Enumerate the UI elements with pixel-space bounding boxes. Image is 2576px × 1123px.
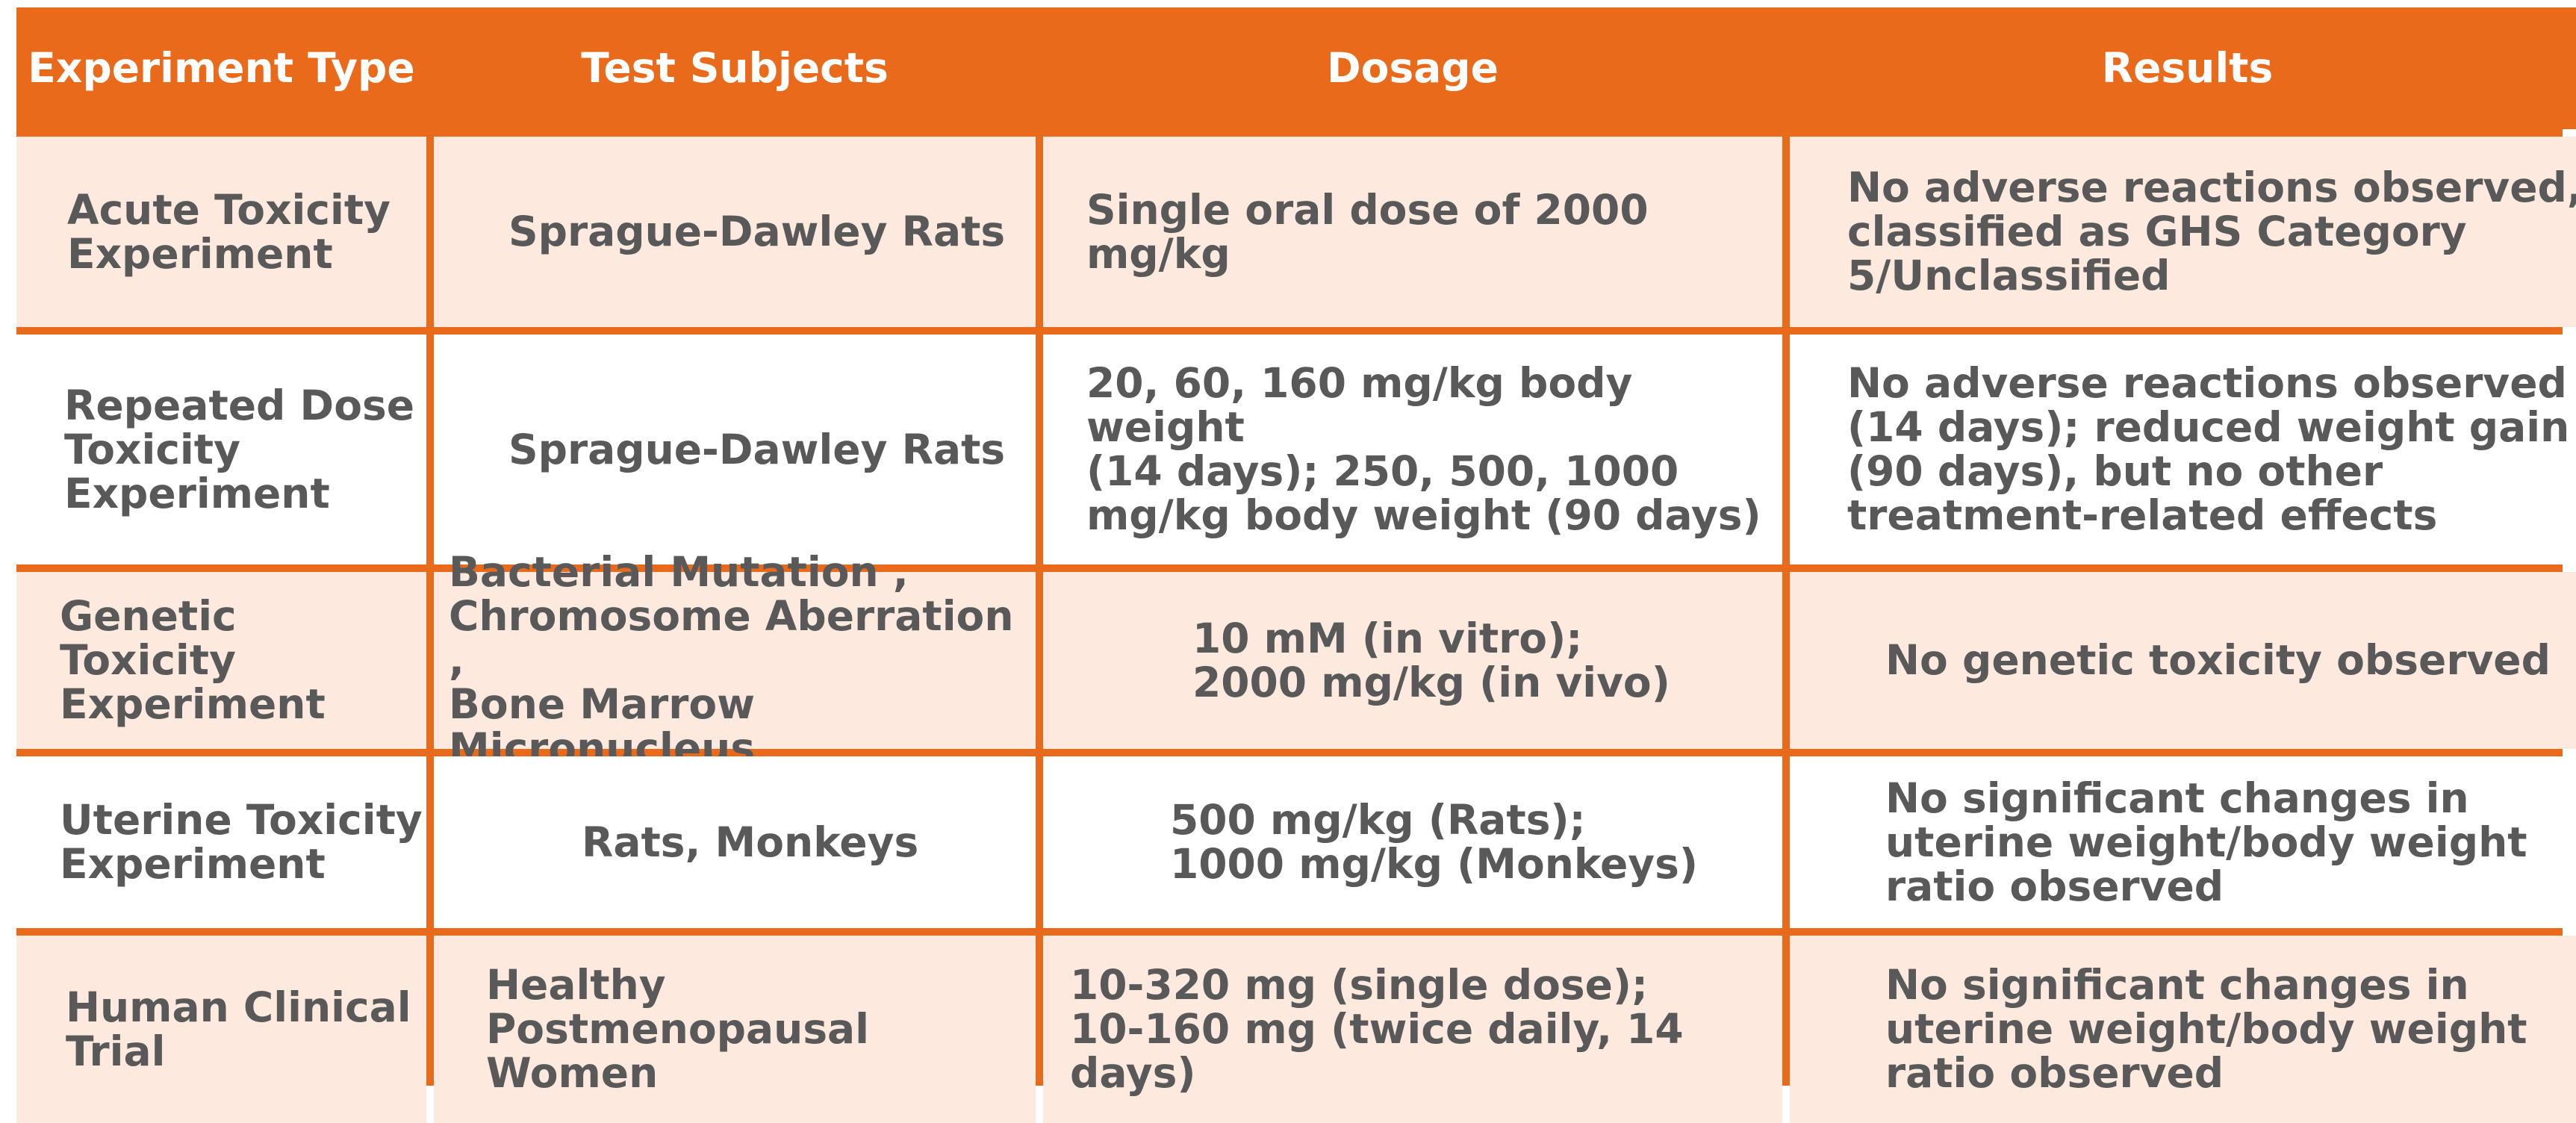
header-dosage: Dosage xyxy=(1043,7,1782,129)
row-1-experiment-cell: Acute Toxicity Experiment xyxy=(16,137,426,327)
row-2-experiment-cell: Repeated Dose Toxicity Experiment xyxy=(16,335,426,564)
row-3-results: No genetic toxicity observed xyxy=(1885,636,2551,684)
row-5-results: No significant changes in uterine weight… xyxy=(1885,961,2527,1097)
row-3-experiment: Genetic Toxicity Experiment xyxy=(60,592,326,728)
row-1-results-cell: No adverse reactions observed, classifie… xyxy=(1790,137,2576,327)
row-4-experiment: Uterine Toxicity Experiment xyxy=(60,796,423,888)
row-3-dosage-cell: 10 mM (in vitro); 2000 mg/kg (in vivo) xyxy=(1043,572,1782,749)
row-4-experiment-cell: Uterine Toxicity Experiment xyxy=(16,756,426,928)
header-results-label: Results xyxy=(2101,44,2274,92)
row-4-results-cell: No significant changes in uterine weight… xyxy=(1790,756,2576,928)
row-4-dosage: 500 mg/kg (Rats); 1000 mg/kg (Monkeys) xyxy=(1170,796,1699,888)
row-4-results: No significant changes in uterine weight… xyxy=(1885,774,2527,910)
row-5-experiment-cell: Human Clinical Trial xyxy=(16,936,426,1123)
row-1-results: No adverse reactions observed, classifie… xyxy=(1847,164,2576,299)
row-5-dosage-cell: 10-320 mg (single dose); 10-160 mg (twic… xyxy=(1043,936,1782,1123)
toxicity-table: Experiment Type Test Subjects Dosage Res… xyxy=(16,7,2576,1123)
row-5-subjects: Healthy Postmenopausal Women xyxy=(486,961,870,1097)
row-5-results-cell: No significant changes in uterine weight… xyxy=(1790,936,2576,1123)
row-2-results-cell: No adverse reactions observed (14 days);… xyxy=(1790,335,2576,564)
header-results: Results xyxy=(1790,7,2576,129)
header-test-subjects-label: Test Subjects xyxy=(581,44,889,92)
row-2-dosage-cell: 20, 60, 160 mg/kg body weight (14 days);… xyxy=(1043,335,1782,564)
row-5-dosage: 10-320 mg (single dose); 10-160 mg (twic… xyxy=(1070,961,1684,1097)
header-experiment-type-label: Experiment Type xyxy=(28,44,415,92)
row-4-subjects: Rats, Monkeys xyxy=(582,818,919,866)
row-3-subjects: Bacterial Mutation , Chromosome Aberrati… xyxy=(449,548,1014,772)
row-3-experiment-cell: Genetic Toxicity Experiment xyxy=(16,572,426,749)
row-2-results: No adverse reactions observed (14 days);… xyxy=(1847,359,2570,539)
row-2-experiment: Repeated Dose Toxicity Experiment xyxy=(64,381,415,517)
row-4-dosage-cell: 500 mg/kg (Rats); 1000 mg/kg (Monkeys) xyxy=(1043,756,1782,928)
row-3-results-cell: No genetic toxicity observed xyxy=(1790,572,2576,749)
row-1-dosage-cell: Single oral dose of 2000 mg/kg xyxy=(1043,137,1782,327)
row-3-subjects-cell: Bacterial Mutation , Chromosome Aberrati… xyxy=(434,550,1036,771)
header-experiment-type: Experiment Type xyxy=(16,7,426,129)
row-5-experiment: Human Clinical Trial xyxy=(66,983,411,1075)
row-5-subjects-cell: Healthy Postmenopausal Women xyxy=(434,936,1036,1123)
row-3-dosage: 10 mM (in vitro); 2000 mg/kg (in vivo) xyxy=(1192,614,1670,706)
row-2-subjects: Sprague-Dawley Rats xyxy=(508,425,1006,473)
row-4-subjects-cell: Rats, Monkeys xyxy=(434,756,1036,928)
row-1-subjects: Sprague-Dawley Rats xyxy=(508,208,1006,255)
row-2-subjects-cell: Sprague-Dawley Rats xyxy=(434,335,1036,564)
row-1-dosage: Single oral dose of 2000 mg/kg xyxy=(1086,185,1649,278)
header-dosage-label: Dosage xyxy=(1327,44,1499,92)
header-test-subjects: Test Subjects xyxy=(434,7,1036,129)
row-1-subjects-cell: Sprague-Dawley Rats xyxy=(434,137,1036,327)
row-2-dosage: 20, 60, 160 mg/kg body weight (14 days);… xyxy=(1086,359,1761,539)
row-1-experiment: Acute Toxicity Experiment xyxy=(67,185,391,278)
